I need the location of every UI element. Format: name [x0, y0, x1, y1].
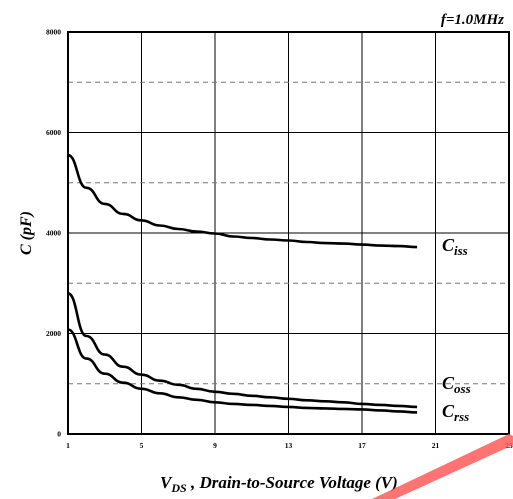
grid-lines: [68, 32, 509, 434]
series-label-iss-sub: iss: [454, 243, 468, 258]
series-label-oss: Coss: [442, 373, 471, 396]
series-label-rss: Crss: [442, 401, 469, 424]
series-label-iss-main: C: [442, 235, 455, 255]
y-tick-labels: 0 2000 4000 6000 8000: [46, 28, 61, 439]
x-axis-label-sub: DS: [170, 481, 187, 495]
series-label-rss-main: C: [442, 401, 455, 421]
y-tick-label: 2000: [46, 329, 61, 338]
x-tick-label: 1: [66, 441, 70, 450]
series-label-iss: Ciss: [442, 235, 468, 258]
y-tick-label: 0: [57, 430, 61, 439]
x-tick-label: 5: [140, 441, 144, 450]
x-tick-label: 21: [432, 441, 440, 450]
frequency-annotation: f=1.0MHz: [441, 12, 504, 28]
x-tick-label: 13: [285, 441, 293, 450]
series-label-oss-main: C: [442, 373, 455, 393]
y-tick-label: 4000: [46, 229, 61, 238]
series-label-rss-sub: rss: [454, 409, 469, 424]
series-label-oss-sub: oss: [454, 381, 471, 396]
x-tick-labels: 15913172125: [66, 441, 513, 450]
x-axis-label-rest: , Drain-to-Source Voltage (V): [187, 473, 398, 492]
x-axis-label: VDS , Drain-to-Source Voltage (V): [160, 473, 398, 495]
red-stroke-mark: [372, 434, 513, 499]
x-tick-label: 17: [358, 441, 366, 450]
series-line-oss: [67, 292, 418, 409]
y-tick-label: 8000: [46, 28, 61, 37]
x-axis-label-main: V: [160, 473, 173, 492]
plot-frame: [67, 31, 510, 435]
y-axis-label: C (pF): [18, 211, 35, 255]
y-tick-label: 6000: [46, 128, 61, 137]
series-curves: [67, 153, 418, 414]
x-tick-label: 9: [213, 441, 217, 450]
series-line-rss: [67, 328, 418, 414]
series-line-iss: [67, 153, 418, 249]
